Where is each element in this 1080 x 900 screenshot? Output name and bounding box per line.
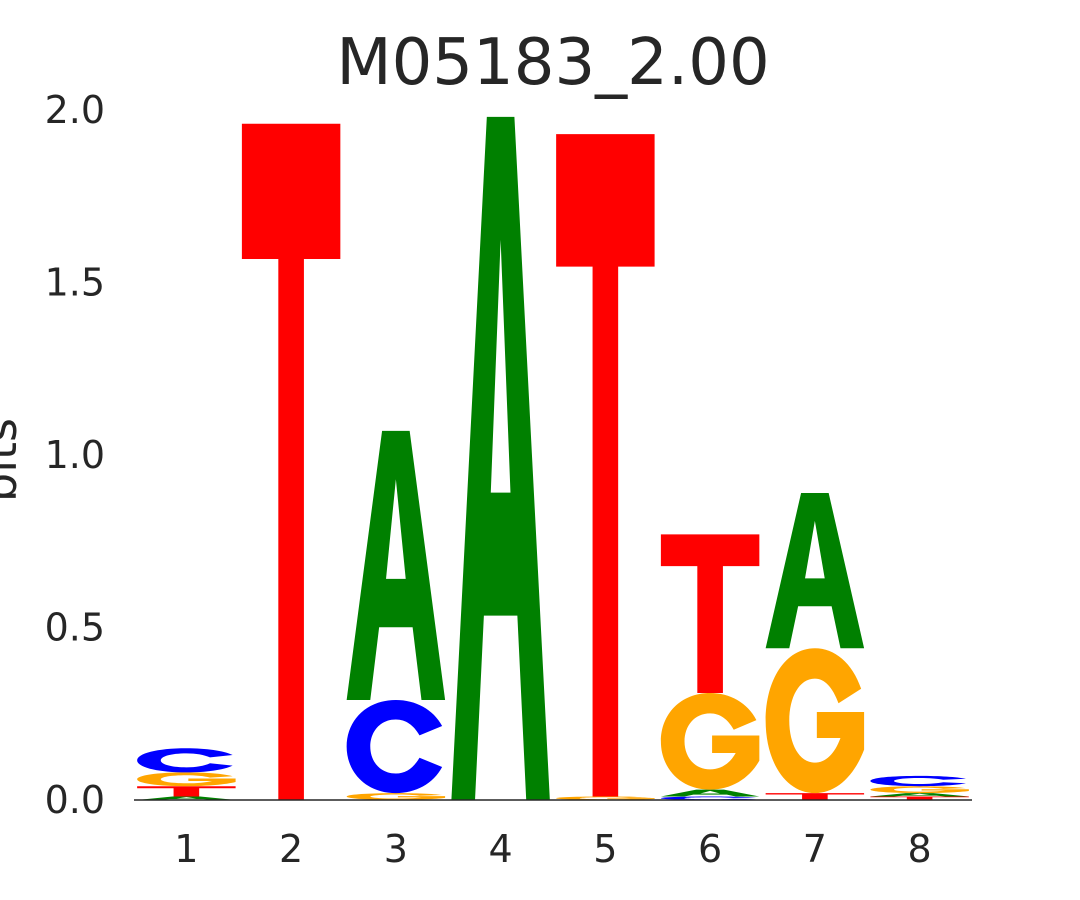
y-tick-label: 0.0 xyxy=(45,778,105,822)
y-axis-label: bits xyxy=(0,418,27,502)
logo-letter-g-pos-5 xyxy=(556,796,655,800)
logo-letter-t-pos-2 xyxy=(241,123,341,801)
logo-letter-a-pos-1 xyxy=(137,796,236,800)
x-tick-label: 7 xyxy=(803,827,827,871)
logo-letter-a-pos-3 xyxy=(346,430,446,700)
x-tick-label: 4 xyxy=(489,827,513,871)
logo-letter-a-pos-7 xyxy=(765,492,865,649)
logo-letter-g-pos-3 xyxy=(346,793,446,800)
logo-letter-g-pos-8 xyxy=(870,786,969,794)
chart-title: M05183_2.00 xyxy=(336,26,769,100)
x-tick-label: 2 xyxy=(279,827,303,871)
logo-letter-g-pos-1 xyxy=(137,772,236,787)
logo-letter-c-pos-1 xyxy=(137,748,233,773)
y-axis-ticks: 0.0 0.5 1.0 1.5 2.0 xyxy=(45,88,105,822)
logo-letter-g-pos-6 xyxy=(660,693,760,790)
logo-letter-t-pos-6 xyxy=(660,534,760,694)
y-tick-label: 0.5 xyxy=(45,606,105,650)
x-tick-label: 1 xyxy=(174,827,198,871)
logo-letter-t-pos-5 xyxy=(556,134,655,797)
logo-letter-a-pos-4 xyxy=(451,116,550,800)
x-axis-ticks: 1 2 3 4 5 6 7 8 xyxy=(174,827,931,871)
logo-letter-a-pos-6 xyxy=(660,789,760,797)
x-tick-label: 6 xyxy=(698,827,722,871)
logo-letter-c-pos-8 xyxy=(870,775,966,787)
x-tick-label: 8 xyxy=(908,827,932,871)
y-tick-label: 1.0 xyxy=(45,433,105,477)
logo-letter-t-pos-8 xyxy=(870,796,969,800)
logo-letter-t-pos-7 xyxy=(765,793,865,800)
y-tick-label: 1.5 xyxy=(45,261,105,305)
x-tick-label: 3 xyxy=(384,827,408,871)
logo-letter-t-pos-1 xyxy=(137,786,236,797)
logo-letters xyxy=(137,116,969,801)
x-tick-label: 5 xyxy=(593,827,617,871)
logo-letter-c-pos-6 xyxy=(660,796,757,800)
logo-letter-a-pos-8 xyxy=(870,793,969,797)
y-tick-label: 2.0 xyxy=(45,88,105,132)
logo-letter-g-pos-7 xyxy=(765,648,865,794)
logo-letter-c-pos-3 xyxy=(346,699,443,794)
